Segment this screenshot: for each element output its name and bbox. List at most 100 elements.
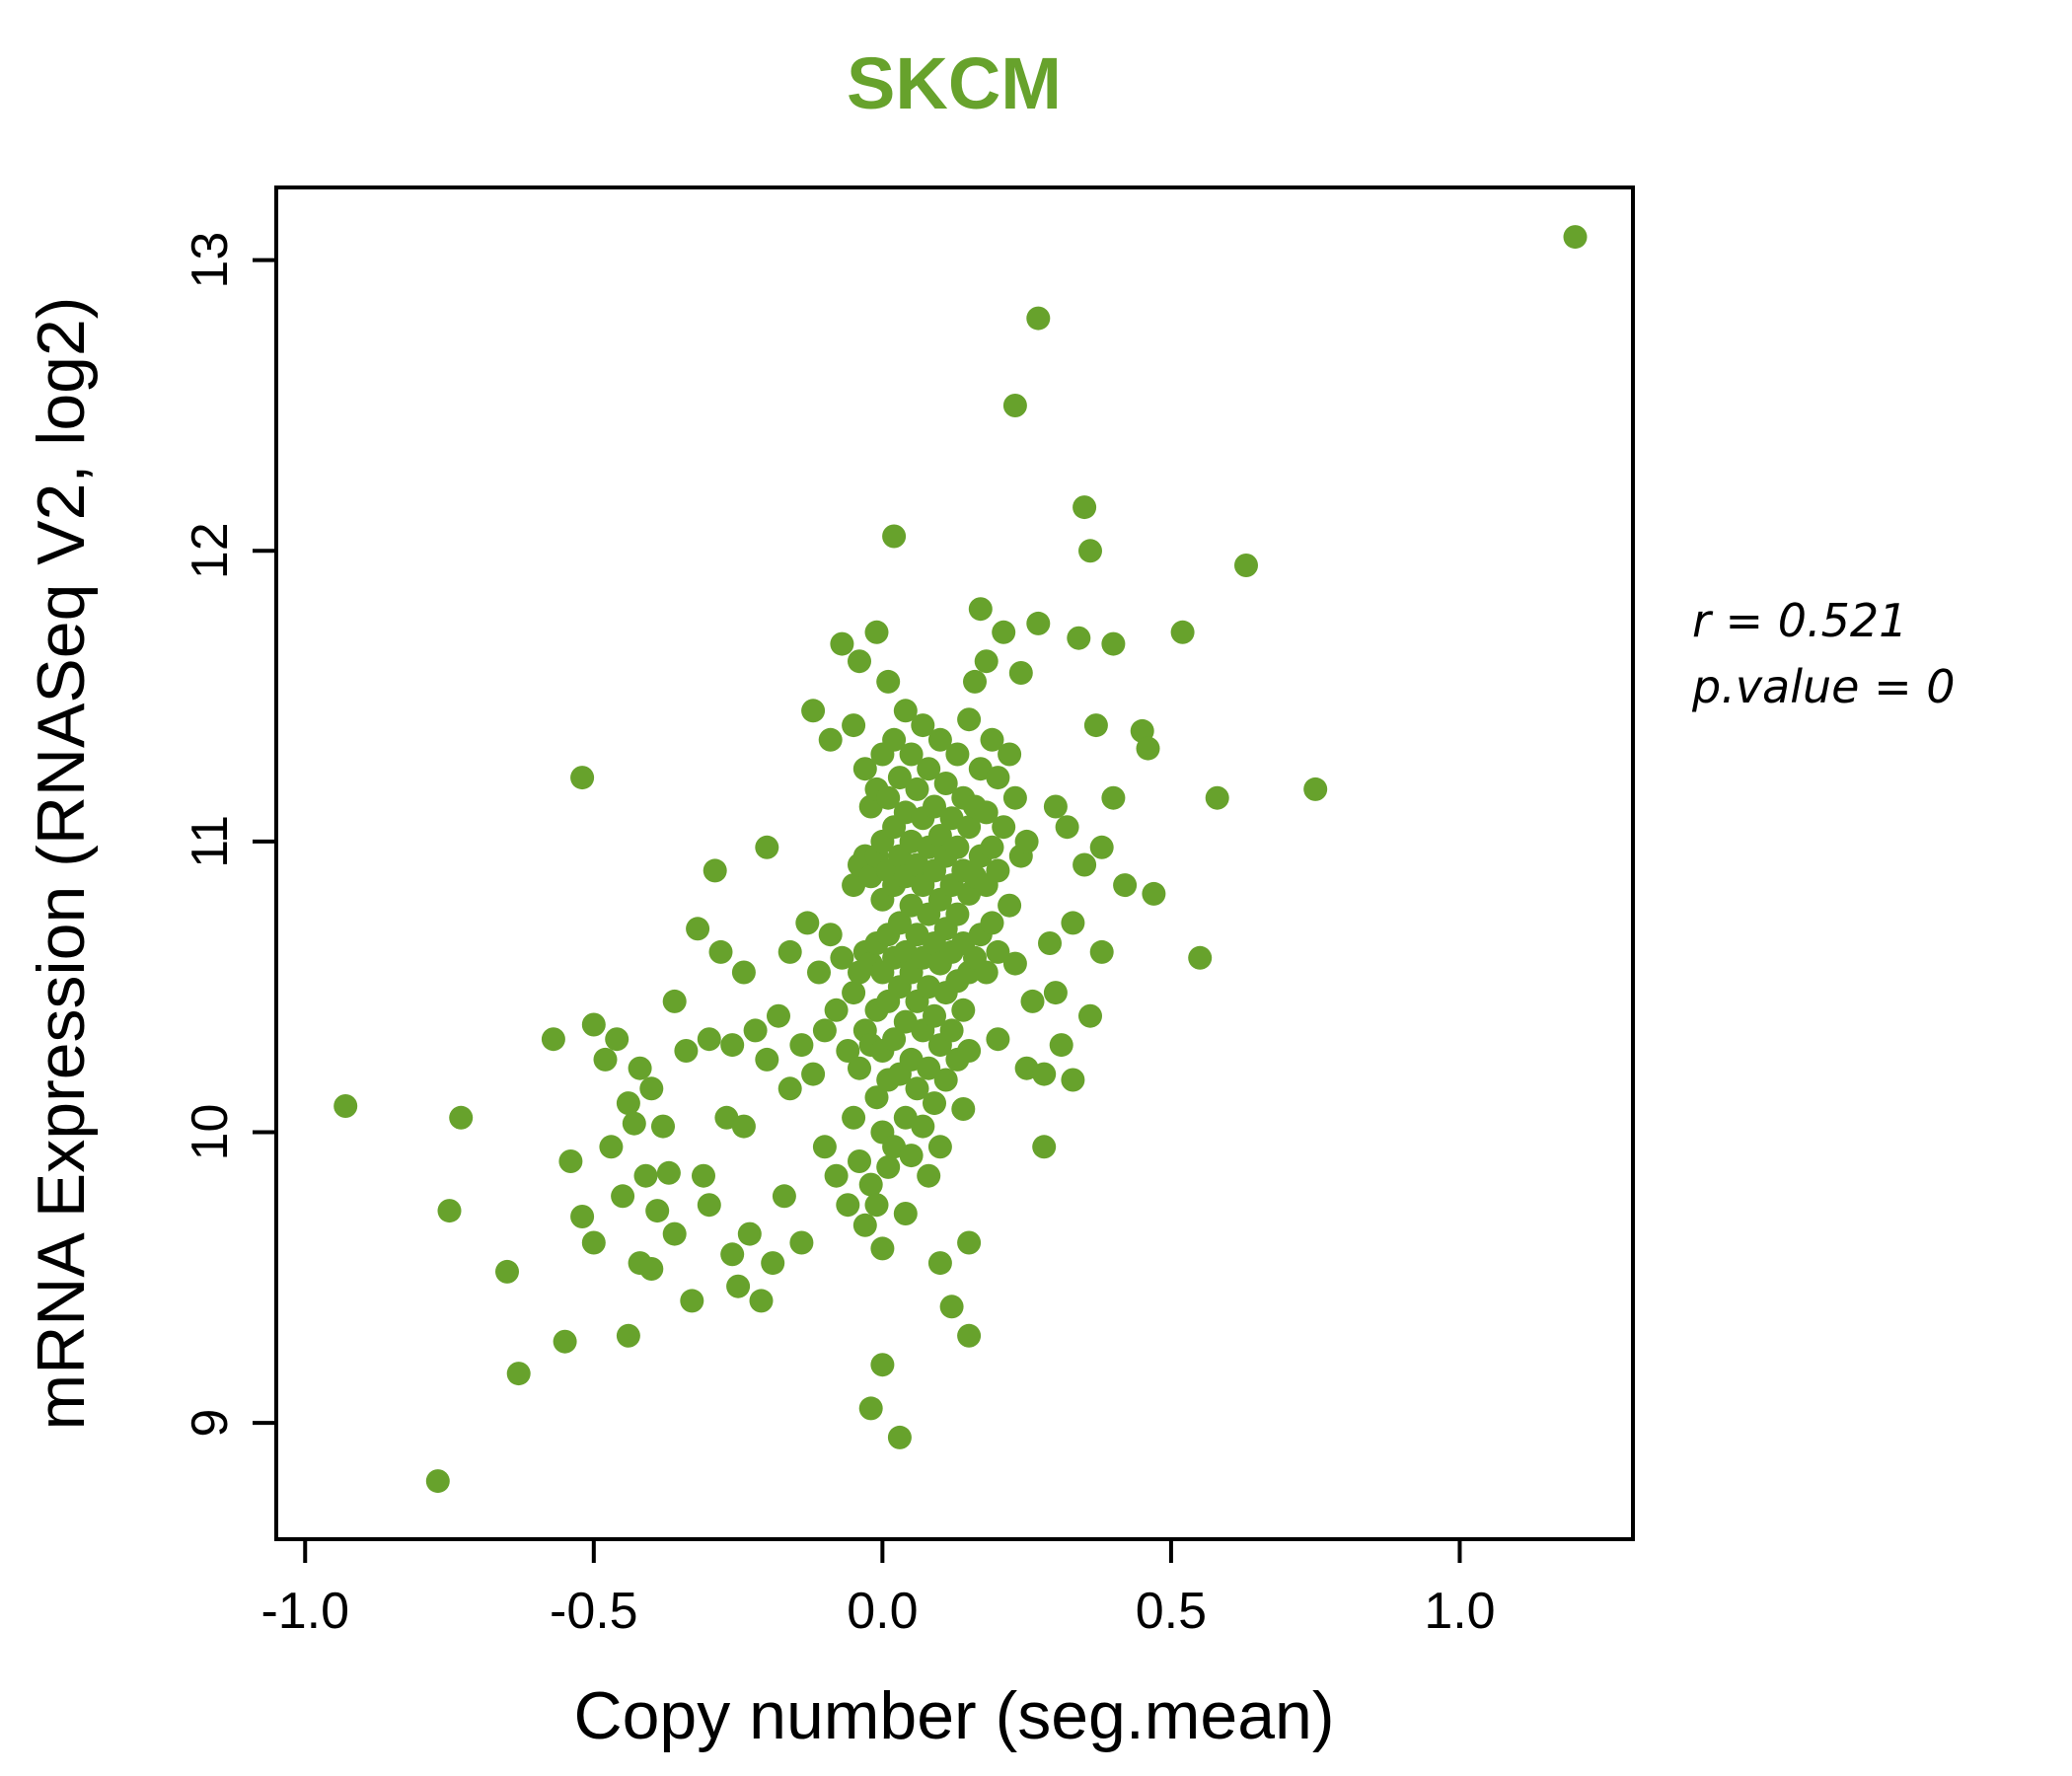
data-point [749, 1289, 774, 1313]
data-point [1113, 873, 1138, 898]
data-point [957, 1230, 982, 1255]
data-point [1170, 620, 1195, 644]
data-point [541, 1027, 565, 1052]
data-point [570, 1205, 595, 1228]
data-point [986, 858, 1010, 883]
data-point [1073, 852, 1097, 877]
x-tick-label: 0.0 [847, 1583, 918, 1640]
data-point [1008, 661, 1033, 685]
data-point [836, 1039, 860, 1063]
data-point [639, 1257, 664, 1281]
data-point [726, 1274, 751, 1298]
data-point [933, 1068, 958, 1092]
data-point [882, 1027, 907, 1052]
y-axis: 9 10 11 12 13 [182, 232, 276, 1438]
data-point [795, 911, 820, 935]
data-point [737, 1221, 762, 1246]
data-point [611, 1184, 635, 1209]
data-point [1002, 951, 1027, 976]
data-point [1014, 829, 1039, 853]
data-point [927, 727, 952, 752]
data-point [703, 858, 727, 883]
data-point [842, 1105, 866, 1130]
data-point [887, 766, 912, 790]
data-point [1234, 554, 1258, 577]
x-axis: -1.0 -0.5 0.0 0.5 1.0 [260, 1539, 1496, 1640]
data-point [1188, 945, 1213, 970]
data-point [939, 1018, 964, 1043]
data-point [1026, 611, 1051, 635]
chart-title: SKCM [847, 42, 1062, 124]
data-point [506, 1362, 531, 1386]
data-point [1002, 394, 1027, 417]
data-point [1303, 777, 1328, 801]
data-point [852, 1213, 877, 1237]
data-point [818, 923, 843, 947]
data-point [1142, 881, 1166, 906]
data-point [830, 631, 854, 656]
data-point [992, 620, 1016, 644]
data-point [495, 1259, 519, 1284]
data-point [974, 649, 999, 674]
y-tick-label: 9 [182, 1409, 239, 1438]
x-tick-label: -1.0 [260, 1583, 349, 1640]
data-point [887, 1425, 912, 1449]
data-point [1032, 1135, 1057, 1159]
data-point [761, 1251, 785, 1276]
data-point [957, 815, 982, 840]
data-point [927, 1135, 952, 1159]
data-point [848, 1149, 871, 1173]
data-point [662, 1221, 687, 1246]
data-point [824, 998, 849, 1022]
data-point [893, 699, 918, 723]
data-point [605, 1027, 629, 1052]
data-point [876, 669, 901, 694]
data-point [899, 1144, 924, 1168]
data-point [720, 1242, 745, 1267]
data-point [1101, 785, 1126, 810]
data-point [616, 1091, 640, 1116]
data-point [697, 1027, 721, 1052]
data-point [333, 1094, 358, 1118]
data-point [998, 742, 1022, 767]
data-point [581, 1230, 606, 1255]
y-tick-label: 12 [182, 522, 239, 579]
data-point [858, 1396, 883, 1421]
data-point [858, 1172, 883, 1197]
data-point [801, 1062, 826, 1086]
data-point [842, 713, 866, 738]
data-point [801, 699, 826, 723]
data-point [767, 1003, 790, 1028]
data-point [848, 649, 871, 674]
data-point [957, 1039, 982, 1063]
data-point [917, 1163, 941, 1188]
data-point [974, 960, 999, 985]
data-point [848, 1056, 871, 1080]
scatter-points [333, 225, 1588, 1494]
data-point [1101, 631, 1126, 656]
data-point [1205, 785, 1229, 810]
data-point [951, 998, 976, 1022]
data-point [1083, 713, 1108, 738]
data-point [882, 727, 907, 752]
data-point [911, 1114, 935, 1139]
data-point [957, 1323, 982, 1348]
data-point [1061, 1068, 1085, 1092]
data-point [899, 742, 924, 767]
y-tick-label: 11 [182, 815, 239, 868]
data-point [437, 1199, 462, 1223]
data-point [593, 1047, 618, 1072]
data-point [777, 1076, 802, 1101]
data-point [818, 727, 843, 752]
data-point [789, 1230, 814, 1255]
x-tick-label: 1.0 [1424, 1583, 1495, 1640]
data-point [656, 1160, 681, 1185]
x-tick-label: -0.5 [550, 1583, 638, 1640]
data-point [887, 911, 912, 935]
data-point [968, 597, 993, 622]
data-point [686, 917, 710, 941]
data-point [692, 1163, 715, 1188]
data-point [425, 1469, 450, 1494]
